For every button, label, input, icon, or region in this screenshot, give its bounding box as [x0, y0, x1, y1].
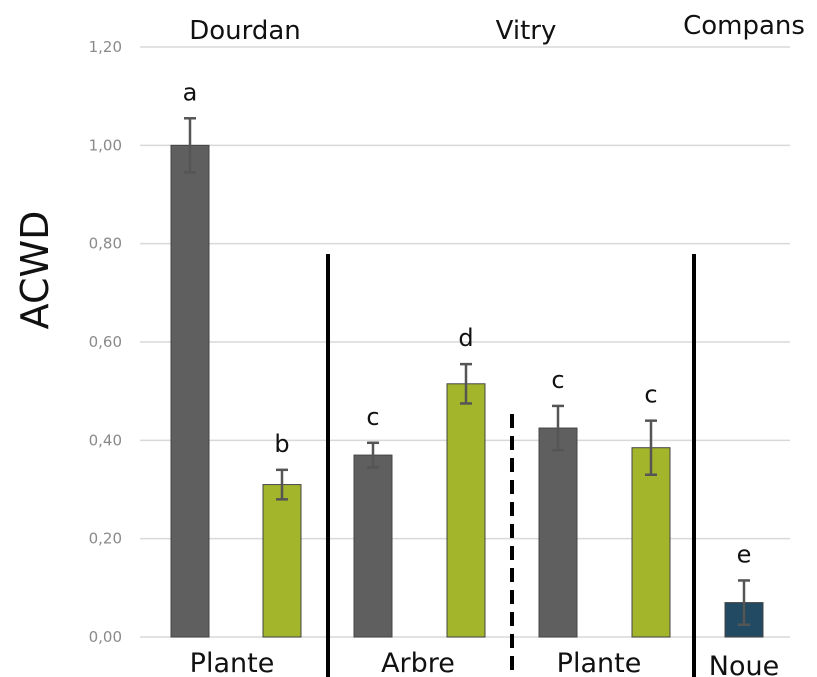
y-tick-label: 1,00	[89, 136, 122, 154]
site-label-vitry: Vitry	[496, 16, 557, 46]
separators	[326, 254, 696, 677]
y-tick-label: 0,40	[89, 431, 122, 449]
bar	[446, 383, 486, 638]
significance-letter: d	[458, 324, 473, 352]
significance-letter: b	[274, 430, 289, 458]
group-label-noue: Noue	[709, 651, 779, 677]
significance-letter: c	[366, 403, 379, 431]
significance-letter: c	[644, 381, 657, 409]
site-label-compans: Compans	[683, 11, 805, 41]
bar	[353, 454, 393, 638]
group-label-arbre: Arbre	[381, 648, 455, 677]
significance-letter: c	[551, 366, 564, 394]
bar	[262, 484, 302, 638]
group-label-plante-vitry: Plante	[557, 648, 642, 677]
significance-letter: a	[183, 78, 198, 106]
y-tick-label: 0,20	[89, 530, 122, 548]
site-label-dourdan: Dourdan	[189, 16, 301, 46]
y-tick-label: 0,60	[89, 333, 122, 351]
y-axis-title: ACWD	[13, 211, 57, 330]
significance-letter: e	[737, 540, 752, 568]
bars: a b c d c c e	[170, 78, 764, 638]
y-tick-label: 0,00	[89, 628, 122, 646]
bar	[538, 427, 578, 638]
y-tick-label: 1,20	[89, 38, 122, 56]
group-label-plante-dourdan: Plante	[190, 648, 275, 677]
y-tick-labels: 0,00 0,20 0,40 0,60 0,80 1,00 1,20	[89, 38, 122, 646]
y-tick-label: 0,80	[89, 235, 122, 253]
bar	[631, 447, 671, 638]
bar	[170, 144, 210, 638]
